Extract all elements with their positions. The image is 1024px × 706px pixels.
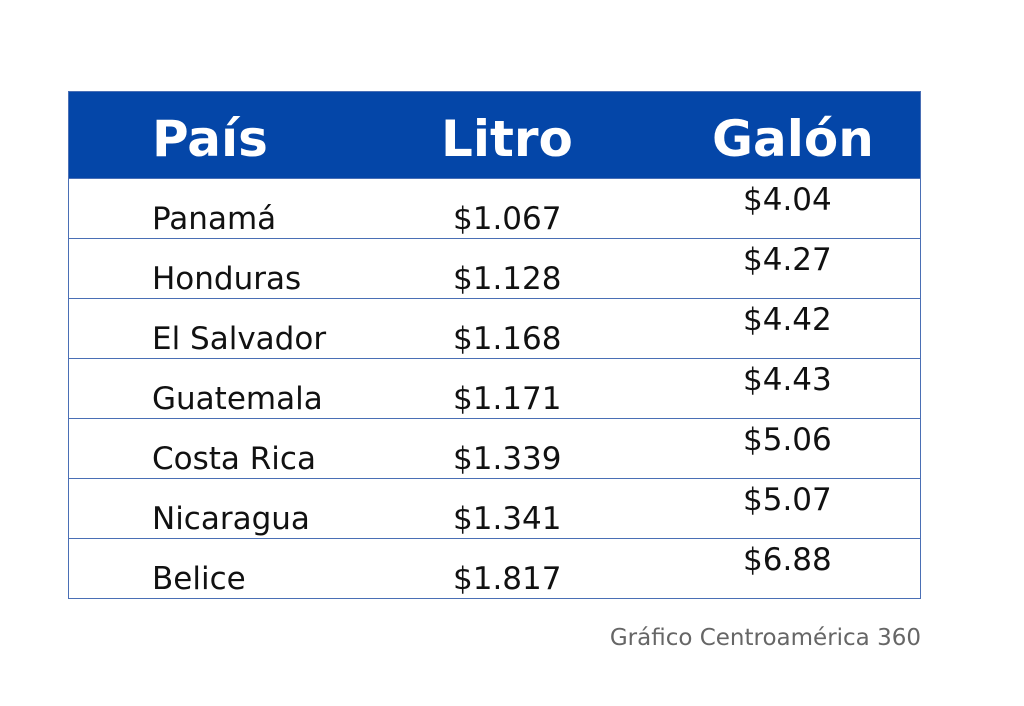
header-row: País Litro Galón [69,92,920,178]
table-cell: El Salvador [152,321,327,357]
table-row: Costa Rica $1.339 $5.06 [69,418,920,478]
table-cell: Honduras [152,261,302,297]
table-row: Honduras $1.128 $4.27 [69,238,920,298]
table-cell: $5.07 [743,482,832,518]
table-cell: $4.27 [743,242,832,278]
table-row: Nicaragua $1.341 $5.07 [69,478,920,538]
table-row: Belice $1.817 $6.88 [69,538,920,598]
source-note: Gráfico Centroamérica 360 [609,625,921,651]
header-cell: País [152,110,268,168]
table-cell: $1.067 [453,201,562,237]
table-cell: Belice [152,561,246,597]
table-cell: $1.171 [453,381,562,417]
table-cell: $6.88 [743,542,832,578]
table-cell: $1.817 [453,561,562,597]
table-row: Guatemala $1.171 $4.43 [69,358,920,418]
price-table: País Litro Galón Panamá $1.067 $4.04 Honduras $… [68,91,921,599]
header-cell: Litro [441,110,573,168]
table-row: Panamá $1.067 $4.04 [69,178,920,238]
table-cell: $1.128 [453,261,562,297]
header-cell: Galón [712,110,874,168]
table-cell: $4.04 [743,182,832,218]
table-cell: Costa Rica [152,441,316,477]
table-cell: $5.06 [743,422,832,458]
table-cell: Nicaragua [152,501,310,537]
table-cell: $4.43 [743,362,832,398]
table-cell: $1.341 [453,501,562,537]
table-cell: Panamá [152,201,277,237]
table-row: El Salvador $1.168 $4.42 [69,298,920,358]
table-cell: $4.42 [743,302,832,338]
table-cell: Guatemala [152,381,323,417]
table-cell: $1.168 [453,321,562,357]
table-cell: $1.339 [453,441,562,477]
